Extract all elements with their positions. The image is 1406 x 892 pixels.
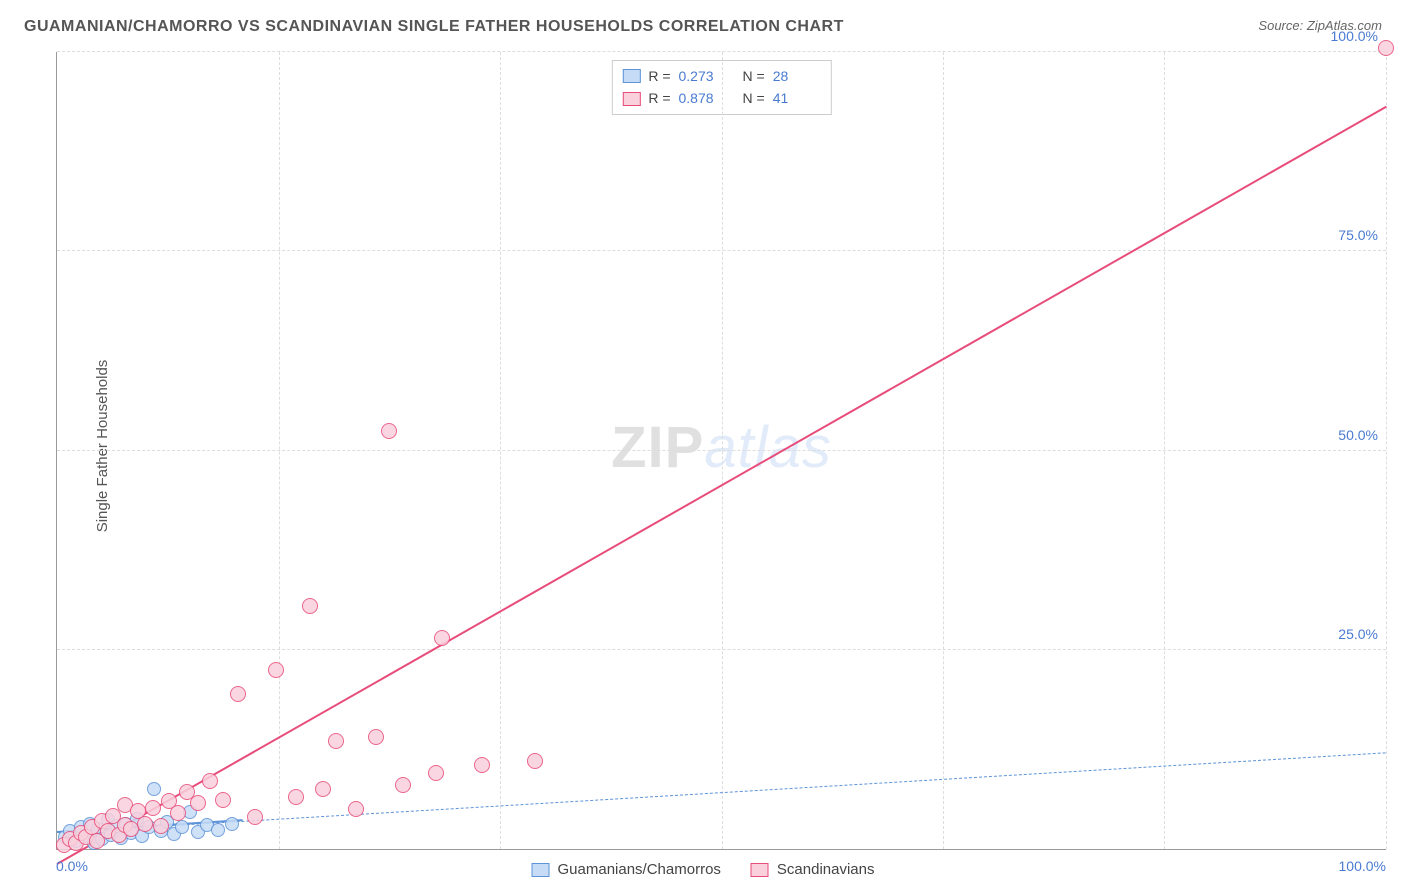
n-label: N = [743, 65, 765, 87]
y-tick-label: 50.0% [1338, 427, 1378, 443]
data-point-scan [328, 733, 344, 749]
gridline-vertical [943, 52, 944, 849]
data-point-scan [268, 662, 284, 678]
gridline-vertical [722, 52, 723, 849]
data-point-scan [368, 729, 384, 745]
swatch-scan [622, 92, 640, 106]
data-point-guam [211, 823, 225, 837]
scatter-plot-area: ZIPatlas R = 0.273 N = 28 R = 0.878 N = … [56, 52, 1386, 850]
n-label: N = [743, 87, 765, 109]
watermark-part-a: ZIP [611, 415, 704, 480]
data-point-scan [215, 792, 231, 808]
data-point-scan [202, 773, 218, 789]
r-value-scan: 0.878 [679, 87, 727, 109]
swatch-guam [532, 863, 550, 877]
data-point-guam [147, 782, 161, 796]
legend-item-guam: Guamanians/Chamorros [532, 861, 721, 878]
gridline-vertical [500, 52, 501, 849]
y-tick-label: 75.0% [1338, 227, 1378, 243]
data-point-scan [230, 686, 246, 702]
data-point-scan [170, 805, 186, 821]
data-point-guam [225, 817, 239, 831]
r-label: R = [648, 87, 670, 109]
legend-label-scan: Scandinavians [777, 861, 875, 878]
data-point-scan [153, 818, 169, 834]
data-point-scan [527, 753, 543, 769]
watermark-part-b: atlas [704, 415, 832, 480]
n-value-scan: 41 [773, 87, 821, 109]
data-point-scan [395, 777, 411, 793]
n-value-guam: 28 [773, 65, 821, 87]
data-point-scan [381, 423, 397, 439]
data-point-scan [190, 795, 206, 811]
chart-title: GUAMANIAN/CHAMORRO VS SCANDINAVIAN SINGL… [24, 18, 844, 36]
data-point-scan [428, 765, 444, 781]
data-point-guam [175, 820, 189, 834]
gridline-vertical [279, 52, 280, 849]
swatch-scan [751, 863, 769, 877]
series-legend: Guamanians/Chamorros Scandinavians [532, 861, 875, 878]
gridline-vertical [1386, 52, 1387, 849]
data-point-scan [302, 598, 318, 614]
y-tick-label: 100.0% [1331, 28, 1378, 44]
data-point-scan [145, 800, 161, 816]
data-point-scan [474, 757, 490, 773]
data-point-scan [1378, 40, 1394, 56]
source-label: Source: [1258, 18, 1303, 33]
r-value-guam: 0.273 [679, 65, 727, 87]
data-point-scan [315, 781, 331, 797]
legend-label-guam: Guamanians/Chamorros [558, 861, 721, 878]
data-point-scan [288, 789, 304, 805]
data-point-scan [137, 816, 153, 832]
x-axis-max-label: 100.0% [1339, 858, 1386, 874]
data-point-scan [247, 809, 263, 825]
legend-item-scan: Scandinavians [751, 861, 875, 878]
data-point-scan [434, 630, 450, 646]
x-axis-origin-label: 0.0% [56, 858, 88, 874]
r-label: R = [648, 65, 670, 87]
gridline-vertical [1164, 52, 1165, 849]
data-point-scan [348, 801, 364, 817]
y-tick-label: 25.0% [1338, 626, 1378, 642]
swatch-guam [622, 69, 640, 83]
